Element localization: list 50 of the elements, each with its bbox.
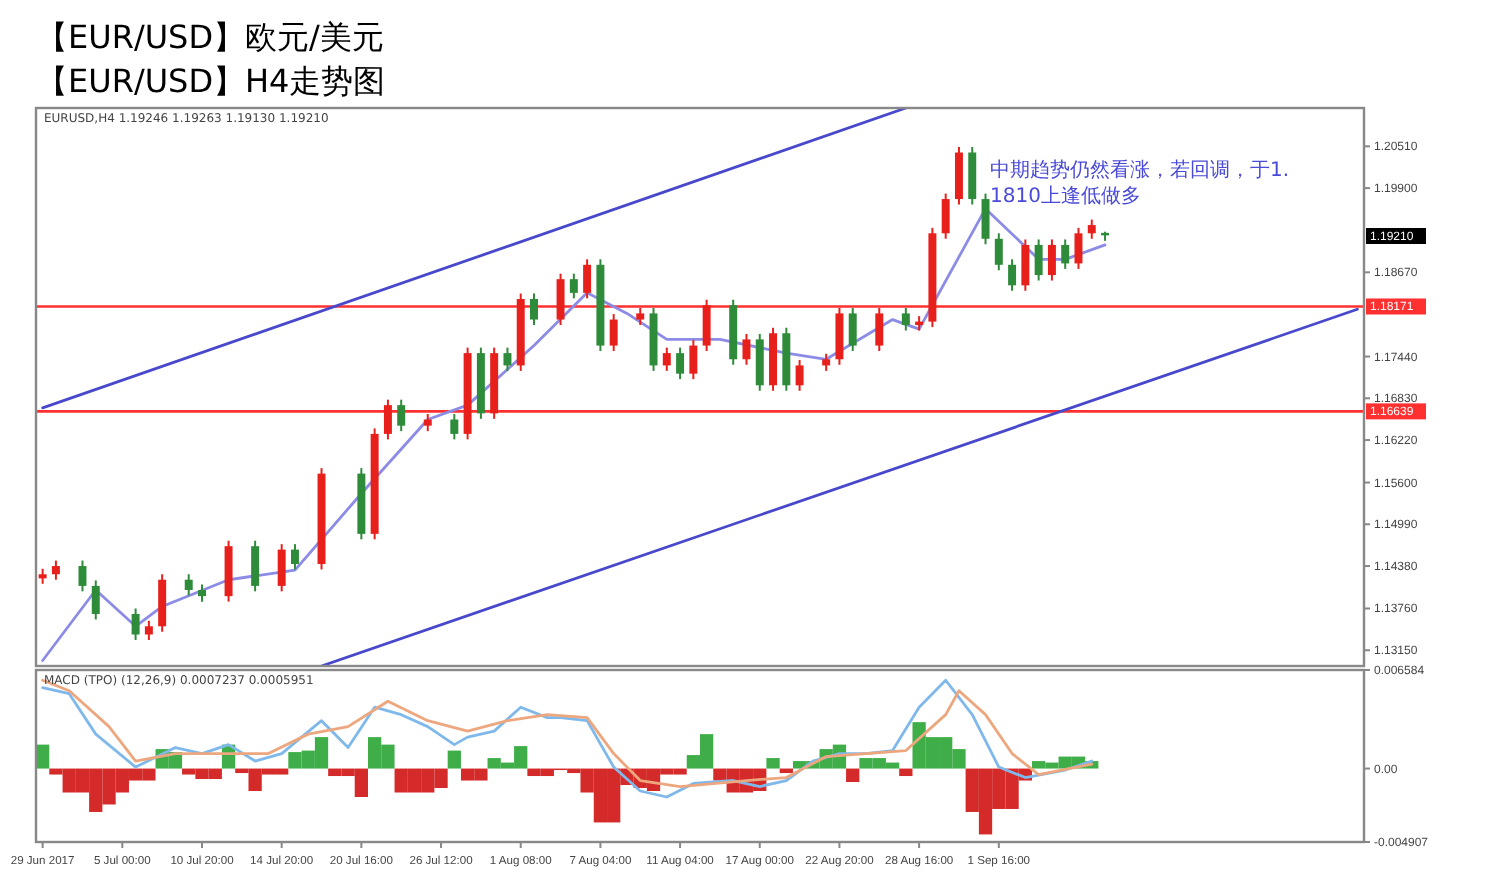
candlestick — [875, 306, 884, 353]
bar — [846, 768, 860, 783]
candlestick — [251, 539, 260, 593]
bar — [36, 744, 50, 769]
candlestick — [954, 146, 963, 206]
bar — [447, 750, 461, 769]
candlestick — [556, 272, 565, 327]
candlestick — [1061, 238, 1070, 270]
candlestick — [450, 413, 459, 441]
candlestick — [941, 192, 950, 240]
candlestick — [676, 346, 685, 381]
candlestick — [755, 332, 764, 392]
candlestick — [1008, 258, 1017, 292]
bar — [899, 768, 913, 777]
candlestick — [835, 306, 844, 366]
candlestick — [609, 313, 618, 353]
candlestick — [1047, 238, 1056, 282]
candlestick — [1087, 218, 1096, 240]
candlestick — [51, 559, 60, 581]
candlestick — [383, 398, 392, 441]
candlestick — [742, 332, 751, 366]
candlestick — [158, 573, 167, 633]
candlestick — [290, 543, 299, 571]
candlestick — [1034, 238, 1043, 282]
bar — [766, 758, 780, 769]
candlestick — [968, 146, 977, 206]
candlestick — [1074, 226, 1083, 270]
candlestick — [277, 543, 286, 593]
candlestick — [569, 272, 578, 300]
candlestick — [530, 292, 538, 327]
candlestick — [78, 559, 87, 593]
candlestick — [91, 579, 100, 621]
candlestick — [795, 358, 804, 392]
candlestick — [901, 306, 910, 332]
candlestick — [1021, 238, 1030, 292]
candlestick — [144, 619, 153, 641]
annotation: 中期趋势仍然看涨，若回调，于1.1810上逢低做多 — [990, 158, 1290, 208]
candlestick — [994, 232, 1003, 272]
candlestick — [503, 346, 512, 372]
candlestick — [981, 192, 990, 246]
candlestick — [702, 298, 711, 353]
candlestick — [131, 607, 140, 641]
candlestick — [848, 306, 857, 353]
candlestick — [583, 258, 592, 300]
candlestick — [689, 339, 698, 381]
candlestick — [397, 398, 406, 433]
chart-title: 【EUR/USD】欧元/美元 — [36, 18, 384, 56]
candlestick — [662, 346, 671, 372]
candlestick — [184, 573, 193, 597]
chart-subtitle: 【EUR/USD】H4走势图 — [36, 62, 386, 100]
